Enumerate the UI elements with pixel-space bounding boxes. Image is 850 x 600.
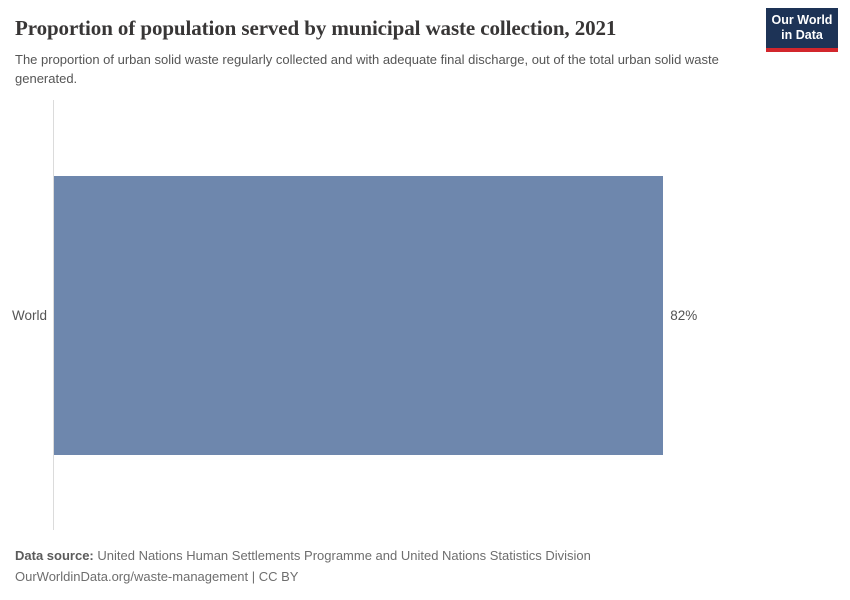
data-source-line: Data source: United Nations Human Settle…: [15, 545, 815, 566]
chart-subtitle: The proportion of urban solid waste regu…: [15, 52, 719, 86]
y-axis-line: [53, 100, 54, 530]
bar-chart: World 82%: [0, 100, 850, 530]
owid-logo-line2: in Data: [781, 28, 823, 42]
data-source-label: Data source:: [15, 548, 94, 563]
chart-footer: Data source: United Nations Human Settle…: [15, 545, 815, 587]
value-label-world: 82%: [670, 308, 698, 323]
bar-world[interactable]: [54, 176, 664, 455]
owid-logo-line1: Our World: [771, 13, 833, 27]
data-source-text: United Nations Human Settlements Program…: [97, 548, 591, 563]
chart-title: Proportion of population served by munic…: [15, 16, 617, 40]
entity-label-world: World: [11, 308, 47, 323]
plot-area: 82%: [54, 176, 797, 455]
attribution-line: OurWorldinData.org/waste-management | CC…: [15, 569, 299, 584]
owid-logo[interactable]: Our World in Data: [766, 8, 838, 52]
